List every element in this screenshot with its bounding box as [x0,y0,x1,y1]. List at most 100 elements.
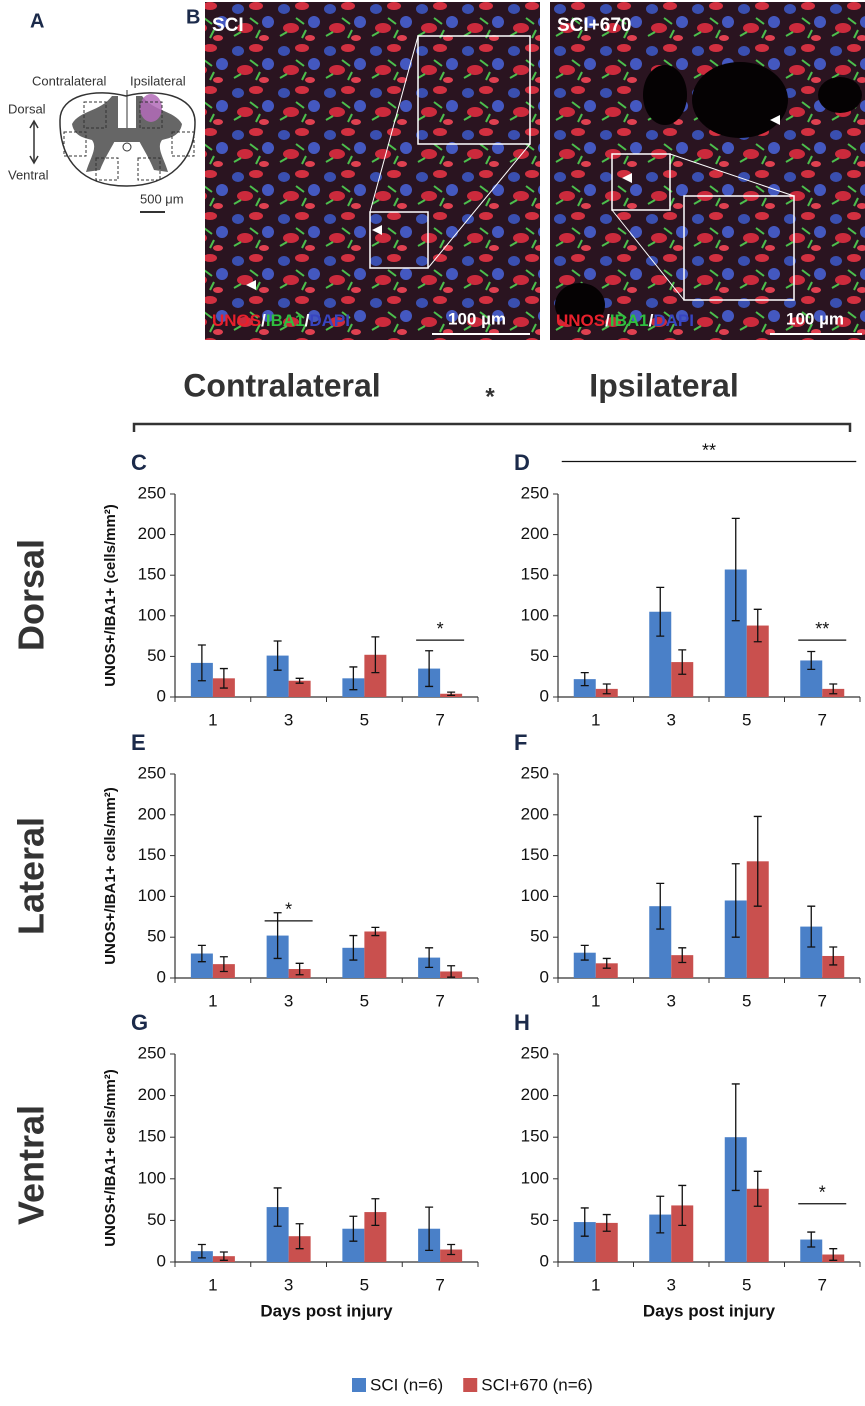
row-label: Dorsal [11,539,52,651]
x-tick-label: 5 [360,1275,369,1294]
bar [671,1205,694,1262]
error-bar [371,926,380,937]
bar [266,655,289,697]
error-bar [295,677,304,684]
panel-label: G [131,1010,148,1035]
stain: DAPI [309,311,350,330]
panel-label: C [131,450,147,475]
x-tick-label: 7 [818,710,827,729]
bar [649,906,672,978]
error-bar [447,691,456,697]
x-tick-label: 5 [360,991,369,1010]
error-bar [602,1213,611,1232]
error-bar [295,1223,304,1250]
y-tick-label: 250 [138,763,166,782]
y-tick-label: 250 [521,763,549,782]
legend-swatch [352,1378,366,1392]
bar [649,611,672,697]
error-bar [295,962,304,976]
error-bar [425,947,434,969]
error-bar [447,965,456,978]
error-bar [753,608,762,643]
x-tick-label: 5 [360,710,369,729]
bar [573,952,596,978]
y-tick-label: 250 [521,483,549,502]
row-label: Ventral [11,1105,52,1225]
error-bar [678,1184,687,1227]
bar [724,900,747,978]
x-tick-label: 3 [667,710,676,729]
error-bar [580,1207,589,1237]
y-tick-label: 200 [138,524,166,543]
stain: DAPI [653,311,694,330]
x-tick-label: 7 [818,991,827,1010]
error-bar [656,1195,665,1234]
x-tick-label: 1 [591,1275,600,1294]
bar [800,660,823,697]
error-bar [219,956,228,973]
error-bar [731,517,740,622]
bar [746,1188,769,1262]
stain: UNOS [212,311,261,330]
x-tick-label: 5 [742,710,751,729]
error-bar [656,586,665,637]
error-bar [807,905,816,948]
significance-label: * [285,900,292,920]
y-tick-label: 150 [138,565,166,584]
y-tick-label: 50 [530,927,549,946]
error-bar [580,944,589,961]
micrograph [550,2,865,340]
y-axis-label: UNOS+/IBA1+ cells/mm²) [102,1069,119,1247]
x-axis-label: Days post injury [643,1301,776,1320]
stain: / [605,311,610,330]
x-tick-label: 7 [435,1275,444,1294]
y-tick-label: 100 [521,886,549,905]
x-tick-label: 5 [742,991,751,1010]
error-bar [447,1243,456,1256]
y-tick-label: 0 [540,1251,549,1270]
bar [573,679,596,697]
error-bar [273,640,282,671]
y-tick-label: 100 [138,1168,166,1187]
x-tick-label: 1 [208,991,217,1010]
error-bar [829,683,838,695]
y-tick-label: 50 [530,646,549,665]
image-title: SCI [212,15,244,36]
y-tick-label: 50 [147,927,166,946]
error-bar [197,944,206,963]
significance-label: ** [702,440,716,460]
y-axis-label: UNOS+/IBA1+ (cells/mm²) [102,504,119,687]
stain: IBA1 [266,311,305,330]
bar [800,1239,823,1262]
x-tick-label: 1 [208,1275,217,1294]
y-tick-label: 100 [521,1168,549,1187]
stain: / [649,311,654,330]
error-bar [829,946,838,966]
x-tick-label: 7 [435,710,444,729]
y-tick-label: 100 [138,886,166,905]
y-tick-label: 150 [521,565,549,584]
legend-swatch [463,1378,478,1392]
y-tick-label: 100 [521,605,549,624]
significance-label: * [819,1183,826,1203]
bar [595,1222,618,1262]
x-axis-label: Days post injury [260,1301,393,1320]
y-tick-label: 150 [521,845,549,864]
y-tick-label: 200 [138,804,166,823]
x-tick-label: 3 [284,991,293,1010]
y-tick-label: 50 [147,1210,166,1229]
y-tick-label: 0 [157,1251,166,1270]
y-tick-label: 0 [157,686,166,705]
bar [440,1249,463,1262]
error-bar [731,863,740,938]
error-bar [371,1198,380,1227]
stain-label: UNOS/IBA1/DAPI [556,311,694,330]
bar [190,953,213,978]
diagram-label: Contralateral [32,73,107,88]
y-tick-label: 200 [521,804,549,823]
error-bar [273,1187,282,1227]
y-tick-label: 250 [138,1043,166,1062]
diagram-label: Ventral [8,167,49,182]
stain: UNOS [556,311,605,330]
